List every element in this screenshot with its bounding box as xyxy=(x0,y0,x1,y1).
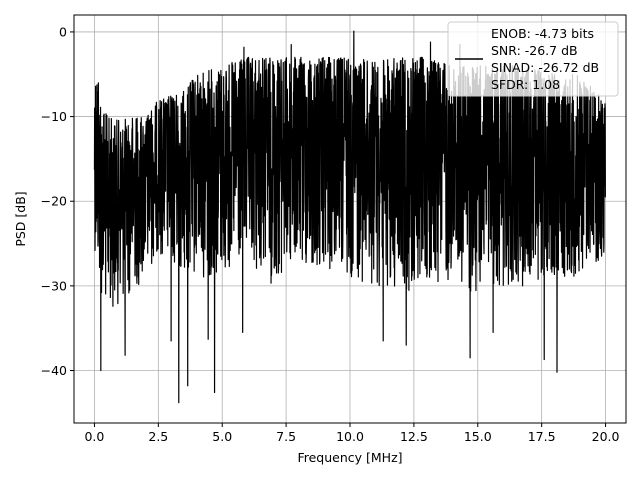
psd-series-line xyxy=(93,30,607,404)
x-tick-label: 12.5 xyxy=(400,429,428,444)
y-tick-label: −30 xyxy=(41,278,67,293)
y-axis-label: PSD [dB] xyxy=(13,191,28,246)
x-tick-label: 15.0 xyxy=(464,429,492,444)
x-tick-label: 20.0 xyxy=(592,429,620,444)
x-tick-label: 10.0 xyxy=(336,429,364,444)
x-axis-label: Frequency [MHz] xyxy=(297,450,402,465)
legend-line-sfdr: SFDR: 1.08 xyxy=(491,77,560,92)
y-tick-label: −20 xyxy=(41,194,67,209)
legend-box xyxy=(447,21,619,97)
x-tick-label: 2.5 xyxy=(148,429,168,444)
x-tick-label: 0.0 xyxy=(84,429,104,444)
ticks xyxy=(70,31,607,427)
x-tick-label: 5.0 xyxy=(212,429,232,444)
legend-line-sinad: SINAD: -26.72 dB xyxy=(491,60,599,75)
y-tick-label: 0 xyxy=(59,24,67,39)
y-tick-label: −10 xyxy=(41,109,67,124)
series-layer xyxy=(93,30,607,404)
x-tick-label: 17.5 xyxy=(528,429,556,444)
legend-line-enob: ENOB: -4.73 bits xyxy=(491,26,594,41)
y-tick-label: −40 xyxy=(41,363,67,378)
legend: ENOB: -4.73 bits SNR: -26.7 dB SINAD: -2… xyxy=(447,21,619,97)
tick-labels: 0.0 2.5 5.0 7.5 10.0 12.5 15.0 17.5 20.0 0 −10 −20 −… xyxy=(41,24,620,444)
x-tick-label: 7.5 xyxy=(276,429,296,444)
legend-line-snr: SNR: -26.7 dB xyxy=(491,43,578,58)
